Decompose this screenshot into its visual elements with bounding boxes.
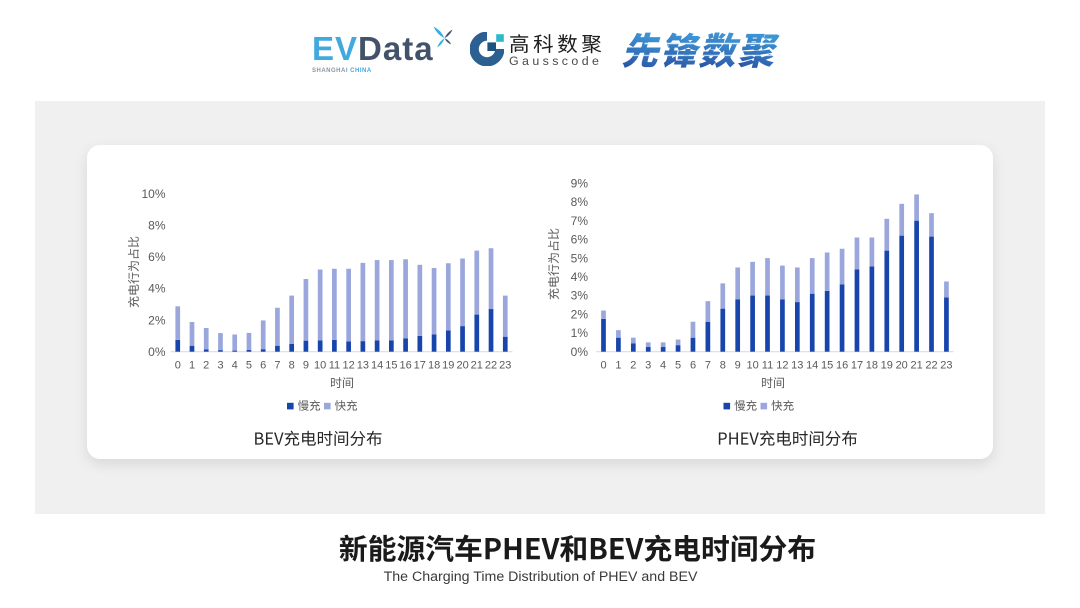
svg-text:1: 1 [615, 359, 621, 371]
svg-text:2%: 2% [148, 313, 166, 327]
svg-text:0: 0 [175, 359, 181, 371]
svg-text:9%: 9% [571, 176, 589, 190]
svg-text:15: 15 [385, 359, 397, 371]
svg-text:14: 14 [371, 359, 383, 371]
svg-text:5: 5 [246, 359, 252, 371]
svg-text:6: 6 [690, 359, 696, 371]
svg-text:8%: 8% [148, 219, 166, 233]
svg-text:12: 12 [776, 359, 788, 371]
svg-text:23: 23 [499, 359, 511, 371]
svg-text:19: 19 [881, 359, 893, 371]
svg-text:10%: 10% [141, 187, 165, 201]
svg-text:4: 4 [660, 359, 666, 371]
svg-text:20: 20 [896, 359, 908, 371]
svg-text:12: 12 [342, 359, 354, 371]
svg-text:5%: 5% [571, 251, 589, 265]
svg-text:7: 7 [274, 359, 280, 371]
svg-text:19: 19 [442, 359, 454, 371]
svg-text:20: 20 [456, 359, 468, 371]
svg-text:18: 18 [866, 359, 878, 371]
svg-text:6%: 6% [148, 250, 166, 264]
svg-text:23: 23 [940, 359, 952, 371]
svg-text:17: 17 [851, 359, 863, 371]
svg-text:9: 9 [735, 359, 741, 371]
svg-text:0%: 0% [148, 345, 166, 359]
svg-text:8: 8 [289, 359, 295, 371]
svg-text:The Charging Time Distribution: The Charging Time Distribution of PHEV a… [384, 569, 698, 585]
svg-text:14: 14 [806, 359, 818, 371]
svg-text:0%: 0% [571, 345, 589, 359]
svg-text:13: 13 [791, 359, 803, 371]
svg-text:10: 10 [314, 359, 326, 371]
svg-text:16: 16 [836, 359, 848, 371]
svg-text:3: 3 [217, 359, 223, 371]
svg-text:Gausscode: Gausscode [509, 54, 602, 68]
svg-text:7%: 7% [571, 214, 589, 228]
svg-text:7: 7 [705, 359, 711, 371]
svg-text:22: 22 [485, 359, 497, 371]
svg-text:5: 5 [675, 359, 681, 371]
svg-text:21: 21 [471, 359, 483, 371]
svg-text:2%: 2% [571, 308, 589, 322]
svg-text:3: 3 [645, 359, 651, 371]
svg-text:3%: 3% [571, 289, 589, 303]
svg-text:8%: 8% [571, 195, 589, 209]
svg-text:11: 11 [762, 359, 773, 371]
svg-text:1%: 1% [571, 326, 589, 340]
svg-text:8: 8 [720, 359, 726, 371]
svg-text:4: 4 [232, 359, 238, 371]
svg-text:4%: 4% [571, 270, 589, 284]
svg-text:11: 11 [329, 359, 340, 371]
svg-text:1: 1 [189, 359, 195, 371]
svg-text:18: 18 [428, 359, 440, 371]
svg-text:16: 16 [399, 359, 411, 371]
svg-text:21: 21 [910, 359, 922, 371]
svg-text:4%: 4% [148, 282, 166, 296]
svg-text:6%: 6% [571, 233, 589, 247]
svg-text:6: 6 [260, 359, 266, 371]
svg-text:17: 17 [414, 359, 426, 371]
svg-text:13: 13 [357, 359, 369, 371]
svg-text:0: 0 [600, 359, 606, 371]
svg-text:2: 2 [203, 359, 209, 371]
svg-text:10: 10 [746, 359, 758, 371]
svg-text:22: 22 [925, 359, 937, 371]
svg-text:15: 15 [821, 359, 833, 371]
svg-text:2: 2 [630, 359, 636, 371]
svg-text:9: 9 [303, 359, 309, 371]
